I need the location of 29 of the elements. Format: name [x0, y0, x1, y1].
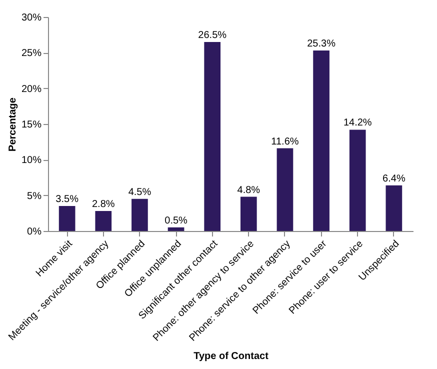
bar	[276, 148, 294, 231]
y-tick-label: 20%	[21, 84, 42, 95]
data-label: 6.4%	[382, 173, 406, 184]
x-axis-title: Type of Contact	[194, 351, 270, 362]
data-label: 26.5%	[198, 30, 227, 41]
bar	[240, 196, 257, 231]
bar	[313, 50, 330, 231]
y-tick-label: 25%	[21, 48, 42, 60]
data-label: 3.5%	[56, 194, 79, 206]
y-tick-label: 0%	[27, 226, 42, 238]
bar	[132, 198, 148, 231]
y-axis-title: Percentage	[7, 97, 18, 152]
y-tick-label: 15%	[21, 120, 42, 130]
data-label: 4.8%	[237, 184, 260, 196]
data-label: 11.6%	[271, 136, 299, 148]
y-tick-label: 10%	[21, 155, 42, 166]
bar	[95, 211, 112, 231]
bar	[58, 206, 76, 231]
y-tick-label: 30%	[21, 12, 42, 24]
data-label: 0.5%	[164, 215, 188, 226]
bar	[386, 185, 402, 231]
y-tick-label: 5%	[27, 190, 42, 202]
data-label: 25.3%	[307, 38, 336, 50]
data-label: 2.8%	[92, 199, 115, 210]
data-label: 14.2%	[343, 118, 372, 129]
bar	[168, 227, 184, 231]
bar	[349, 130, 366, 231]
data-label: 4.5%	[128, 186, 152, 198]
bar	[204, 42, 221, 231]
